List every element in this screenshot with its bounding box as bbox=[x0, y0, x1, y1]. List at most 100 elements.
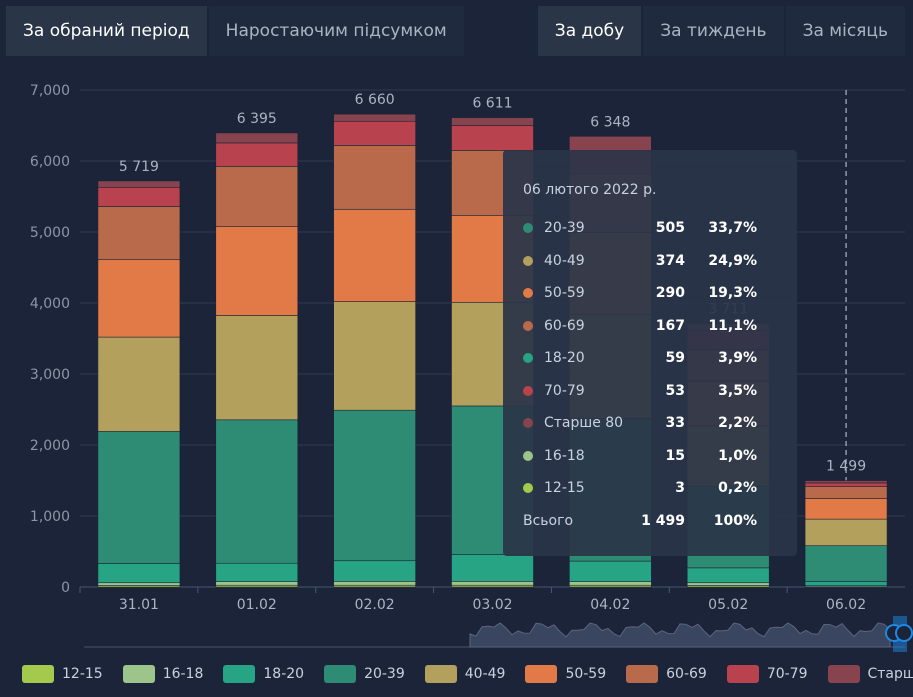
bar-segment[interactable] bbox=[333, 409, 416, 562]
tooltip-row-percent: 33,7% bbox=[708, 220, 757, 236]
navigator[interactable] bbox=[84, 616, 913, 652]
legend-swatch bbox=[122, 665, 155, 683]
bar-segment[interactable] bbox=[804, 545, 888, 582]
x-tick-label: 02.02 bbox=[355, 597, 395, 613]
bar-segment[interactable] bbox=[333, 581, 416, 586]
legend-item[interactable]: 60-69 bbox=[626, 665, 707, 683]
bar-segment[interactable] bbox=[215, 315, 299, 421]
legend: 12-15 16-18 18-20 20-39 40-49 50-59 60-69 70-79… bbox=[22, 665, 913, 683]
bar-segment[interactable] bbox=[215, 562, 299, 582]
tooltip-row: 12-15 3 0,2% bbox=[523, 478, 763, 498]
tab-cumulative[interactable]: Наростаючим підсумком bbox=[208, 6, 464, 56]
y-tick-label: 3,000 bbox=[30, 367, 70, 383]
tab-per-week[interactable]: За тиждень bbox=[643, 6, 784, 56]
bar-segment[interactable] bbox=[804, 482, 888, 487]
legend-label: 50-59 bbox=[565, 666, 607, 682]
navigator-handle-right[interactable] bbox=[895, 624, 913, 642]
tooltip-row-name: 70-79 bbox=[544, 382, 585, 399]
tooltip-row-percent: 2,2% bbox=[718, 415, 757, 431]
bar-segment[interactable] bbox=[97, 336, 181, 432]
legend-label: 60-69 bbox=[666, 666, 707, 682]
tooltip-row-value: 290 bbox=[655, 285, 685, 301]
bar-segment[interactable] bbox=[451, 125, 534, 151]
tooltip-row-value: 3 bbox=[675, 480, 685, 496]
bar-segment[interactable] bbox=[451, 117, 534, 126]
bar-segment[interactable] bbox=[569, 581, 652, 586]
legend-label: 70-79 bbox=[766, 666, 808, 682]
tooltip-row: 70-79 53 3,5% bbox=[523, 381, 763, 401]
bar-segment[interactable] bbox=[333, 301, 416, 411]
y-tick-label: 4,000 bbox=[30, 296, 70, 312]
bar-segment[interactable] bbox=[215, 132, 299, 144]
tooltip-row-value: 505 bbox=[655, 220, 685, 236]
bar-segment[interactable] bbox=[215, 419, 299, 564]
tooltip-total-value: 1 499 bbox=[641, 512, 685, 529]
bar-segment[interactable] bbox=[97, 206, 181, 260]
tooltip-row-percent: 3,5% bbox=[718, 382, 757, 399]
legend-item[interactable]: 16-18 bbox=[122, 665, 203, 683]
legend-item[interactable]: 20-39 bbox=[324, 665, 405, 683]
tab-per-day[interactable]: За добу bbox=[537, 6, 642, 56]
legend-item[interactable]: Старше 80 bbox=[827, 665, 913, 683]
bar-segment[interactable] bbox=[333, 120, 416, 146]
tooltip-dot bbox=[523, 255, 533, 266]
bar-segment[interactable] bbox=[215, 166, 299, 227]
tooltip-row-name: 12-15 bbox=[544, 480, 585, 496]
legend-label: Старше 80 bbox=[867, 666, 913, 682]
bar-segment[interactable] bbox=[97, 563, 181, 584]
tab-per-month[interactable]: За місяць bbox=[785, 6, 905, 56]
navigator-series bbox=[469, 622, 891, 648]
tooltip-row-percent: 19,3% bbox=[708, 285, 757, 301]
legend-item[interactable]: 40-49 bbox=[424, 665, 505, 683]
legend-swatch bbox=[223, 665, 256, 683]
y-tick-label: 2,000 bbox=[30, 438, 70, 454]
bar-segment[interactable] bbox=[804, 518, 888, 546]
bar-segment[interactable] bbox=[215, 142, 299, 167]
tab-selected-period[interactable]: За обраний період bbox=[6, 6, 207, 56]
bar-segment[interactable] bbox=[804, 486, 888, 499]
legend-label: 18-20 bbox=[263, 666, 305, 682]
tooltip-dot bbox=[523, 288, 533, 298]
period-tabs: За обраний період Наростаючим підсумком bbox=[6, 6, 466, 56]
bar-segment[interactable] bbox=[215, 226, 299, 316]
bar-segment[interactable] bbox=[97, 186, 181, 207]
bar-segment[interactable] bbox=[97, 180, 181, 188]
tooltip-row-value: 374 bbox=[655, 252, 685, 269]
bar-segment[interactable] bbox=[97, 582, 181, 586]
bar-segment[interactable] bbox=[215, 581, 299, 586]
legend-item[interactable]: 70-79 bbox=[726, 665, 808, 683]
bar-segment[interactable] bbox=[333, 560, 416, 582]
bar-segment[interactable] bbox=[333, 208, 416, 302]
bar-segment[interactable] bbox=[804, 498, 888, 520]
bar-segment[interactable] bbox=[333, 145, 416, 210]
legend-swatch bbox=[424, 665, 457, 683]
bar-segment[interactable] bbox=[451, 581, 534, 586]
legend-item[interactable]: 18-20 bbox=[223, 665, 304, 683]
legend-item[interactable]: 50-59 bbox=[525, 665, 606, 683]
bar-segment[interactable] bbox=[97, 259, 181, 338]
bar-total-label: 6 660 bbox=[355, 92, 395, 108]
range-tabs: За добу За тиждень За місяць bbox=[537, 6, 907, 56]
tooltip-row-name: 16-18 bbox=[544, 447, 585, 464]
tooltip-row-name: 60-69 bbox=[544, 317, 585, 334]
bar-segment[interactable] bbox=[451, 554, 534, 582]
bar-segment[interactable] bbox=[97, 431, 181, 564]
bar-segment[interactable] bbox=[804, 581, 888, 587]
tooltip-row-percent: 24,9% bbox=[708, 252, 757, 269]
bar-segment[interactable] bbox=[804, 480, 888, 484]
tooltip-row: 60-69 167 11,1% bbox=[523, 316, 763, 336]
tooltip-date: 06 лютого 2022 р. bbox=[523, 182, 657, 198]
bar-segment[interactable] bbox=[333, 113, 416, 122]
bar-total-label: 5 719 bbox=[119, 159, 159, 175]
bar-segment[interactable] bbox=[569, 135, 652, 152]
y-tick-label: 0 bbox=[61, 580, 70, 596]
tooltip-dot bbox=[523, 223, 533, 233]
tooltip-row: 20-39 505 33,7% bbox=[523, 218, 763, 238]
bar-segment[interactable] bbox=[686, 567, 770, 584]
bar-segment[interactable] bbox=[569, 560, 652, 582]
legend-item[interactable]: 12-15 bbox=[22, 665, 103, 683]
tooltip-dot bbox=[523, 385, 533, 396]
tooltip-row: Старше 80 33 2,2% bbox=[523, 413, 763, 433]
tooltip-dot bbox=[523, 450, 533, 461]
bar-segment[interactable] bbox=[686, 582, 770, 586]
